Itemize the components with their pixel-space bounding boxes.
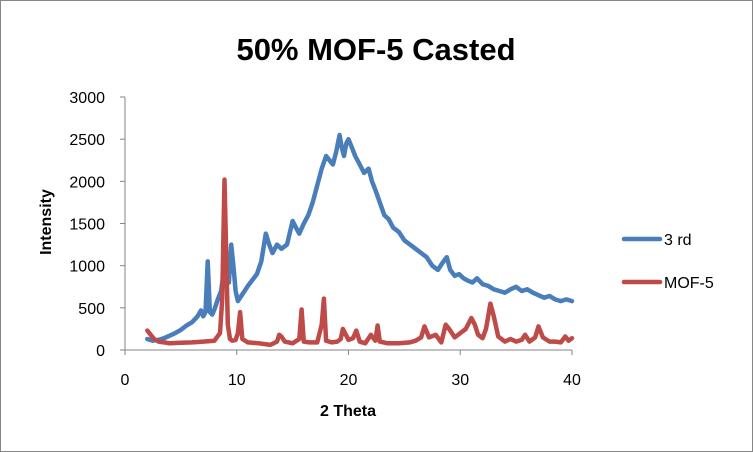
- y-tick-label: 3000: [69, 90, 105, 107]
- x-tick-label: 0: [121, 372, 130, 389]
- legend: 3 rd MOF-5: [621, 232, 714, 292]
- x-axis-title: 2 Theta: [320, 403, 376, 420]
- axes: 0 500 1000 1500 2000 2500 3000 0 10 20 30 40: [69, 90, 581, 389]
- chart-title: 50% MOF-5 Casted: [236, 32, 515, 67]
- x-tick-label: 10: [228, 372, 246, 389]
- y-tick-label: 1000: [69, 259, 105, 276]
- x-tick-label: 20: [340, 372, 358, 389]
- y-axis-title: Intensity: [38, 189, 55, 255]
- y-tick-label: 1500: [69, 217, 105, 234]
- legend-label: MOF-5: [664, 275, 714, 292]
- x-tick-label: 40: [563, 372, 581, 389]
- series-line-mof5: [145, 177, 575, 348]
- legend-label: 3 rd: [664, 232, 692, 249]
- plot-series: [145, 132, 575, 348]
- series-line-3rd: [145, 132, 575, 343]
- y-tick-label: 500: [78, 301, 105, 318]
- y-tick-label: 2500: [69, 132, 105, 149]
- x-tick-label: 30: [451, 372, 469, 389]
- y-tick-label: 0: [96, 343, 105, 360]
- y-tick-label: 2000: [69, 174, 105, 191]
